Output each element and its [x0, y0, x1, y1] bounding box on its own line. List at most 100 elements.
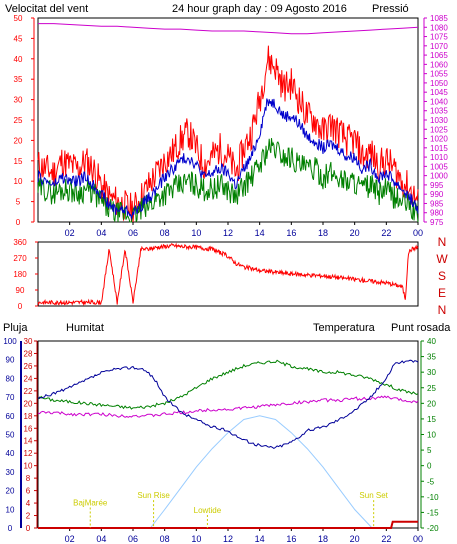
wind-tick-label: 50 — [14, 14, 23, 23]
pressure-tick-label: 1030 — [430, 116, 448, 125]
temp-tick-label: -5 — [427, 477, 435, 486]
humidity-x-tick-label: 18 — [318, 534, 328, 544]
compass-letter: N — [438, 235, 447, 249]
direction-tick-label: 0 — [18, 302, 23, 311]
rain-tick-label: 6 — [26, 487, 31, 496]
rain-tick-label: 14 — [24, 437, 33, 446]
rain-series — [38, 520, 418, 529]
humidity-x-tick-label: 12 — [223, 534, 233, 544]
temp-tick-label: -20 — [427, 524, 439, 533]
rain-tick-label: 26 — [24, 362, 33, 371]
wind-tick-label: 40 — [14, 55, 23, 64]
temp-tick-label: 20 — [427, 399, 436, 408]
pressure-tick-label: 1070 — [430, 42, 448, 51]
humidity-tick-label: 10 — [6, 505, 15, 514]
pressure-tick-label: 1005 — [430, 162, 448, 171]
pressure-tick-label: 1025 — [430, 125, 448, 134]
rain-tick-label: 18 — [24, 412, 33, 421]
wind-tick-label: 30 — [14, 96, 23, 105]
temp-tick-label: 40 — [427, 337, 436, 346]
pressure-label: Pressió — [372, 3, 409, 15]
pressure-tick-label: 1060 — [430, 60, 448, 69]
temperature-series — [37, 359, 419, 410]
pressure-tick-label: 1080 — [430, 23, 448, 32]
humidity-tick-label: 20 — [6, 487, 15, 496]
pressure-tick-label: 975 — [430, 218, 444, 227]
wind-mean-series — [37, 138, 419, 223]
wind-x-tick-label: 20 — [350, 228, 360, 238]
wind-tick-label: 35 — [14, 75, 23, 84]
pressure-tick-label: 995 — [430, 181, 444, 190]
wind-x-tick-label: 04 — [96, 228, 106, 238]
wind-tick-label: 45 — [14, 34, 23, 43]
pressure-tick-label: 1020 — [430, 135, 448, 144]
pressure-tick-label: 980 — [430, 209, 444, 218]
humidity-tick-label: 30 — [6, 468, 15, 477]
humidity-x-tick-label: 00 — [413, 534, 423, 544]
humidity-x-tick-label: 10 — [191, 534, 201, 544]
rain-tick-label: 8 — [26, 474, 31, 483]
humidity-x-tick-label: 08 — [160, 534, 170, 544]
rain-tick-label: 28 — [24, 349, 33, 358]
rain-tick-label: 12 — [24, 449, 33, 458]
pressure-tick-label: 1010 — [430, 153, 448, 162]
pressure-tick-label: 985 — [430, 199, 444, 208]
wind-tick-label: 20 — [14, 136, 23, 145]
humidity-x-tick-label: 06 — [128, 534, 138, 544]
direction-tick-label: 360 — [13, 238, 27, 247]
wind-x-tick-label: 06 — [128, 228, 138, 238]
temp-tick-label: 10 — [427, 431, 436, 440]
temp-tick-label: 15 — [427, 415, 436, 424]
dewpoint-series — [37, 395, 419, 418]
humidity-tick-label: 80 — [6, 374, 15, 383]
humidity-tick-label: 60 — [6, 412, 15, 421]
wind-tick-label: 0 — [16, 218, 21, 227]
rain-tick-label: 2 — [26, 512, 31, 521]
direction-tick-label: 180 — [13, 270, 27, 279]
wind-x-tick-label: 12 — [223, 228, 233, 238]
humidity-x-tick-label: 04 — [96, 534, 106, 544]
temp-tick-label: 35 — [427, 353, 436, 362]
humidity-x-tick-label: 02 — [65, 534, 75, 544]
wind-tick-label: 15 — [14, 157, 23, 166]
humidity-x-tick-label: 16 — [286, 534, 296, 544]
rain-tick-label: 0 — [26, 524, 31, 533]
pressure-tick-label: 1045 — [430, 88, 448, 97]
rain-tick-label: 10 — [24, 462, 33, 471]
rain-tick-label: 24 — [24, 374, 33, 383]
pressure-tick-label: 990 — [430, 190, 444, 199]
humidity-label: Humitat — [66, 322, 104, 334]
humidity-tick-label: 70 — [6, 393, 15, 402]
pressure-tick-label: 1000 — [430, 172, 448, 181]
compass-letter: W — [436, 252, 448, 266]
tide-sun-annotation: Lowtide — [194, 506, 222, 515]
wind-x-tick-label: 00 — [413, 228, 423, 238]
pressure-tick-label: 1040 — [430, 97, 448, 106]
temp-tick-label: -15 — [427, 508, 439, 517]
wind-tick-label: 10 — [14, 177, 23, 186]
humidity-tick-label: 90 — [6, 356, 15, 365]
wind-x-tick-label: 14 — [255, 228, 265, 238]
temp-tick-label: 25 — [427, 384, 436, 393]
wind-x-tick-label: 02 — [65, 228, 75, 238]
wind-direction-series — [37, 242, 419, 307]
rain-tick-label: 4 — [26, 499, 31, 508]
chart-title: 24 hour graph day : 09 Agosto 2016 — [172, 3, 347, 15]
wind-x-tick-label: 18 — [318, 228, 328, 238]
rain-tick-label: 22 — [24, 387, 33, 396]
temp-tick-label: 5 — [427, 446, 432, 455]
humidity-x-tick-label: 22 — [381, 534, 391, 544]
humidity-x-tick-label: 20 — [350, 534, 360, 544]
sun-elevation-series — [150, 415, 373, 529]
humidity-tick-label: 50 — [6, 431, 15, 440]
rain-tick-label: 30 — [24, 337, 33, 346]
humidity-series — [37, 359, 419, 449]
pressure-tick-label: 1015 — [430, 144, 448, 153]
pressure-tick-label: 1065 — [430, 51, 448, 60]
humidity-x-tick-label: 14 — [255, 534, 265, 544]
direction-tick-label: 90 — [16, 286, 25, 295]
temp-tick-label: 0 — [427, 462, 432, 471]
compass-letter: S — [438, 269, 446, 283]
